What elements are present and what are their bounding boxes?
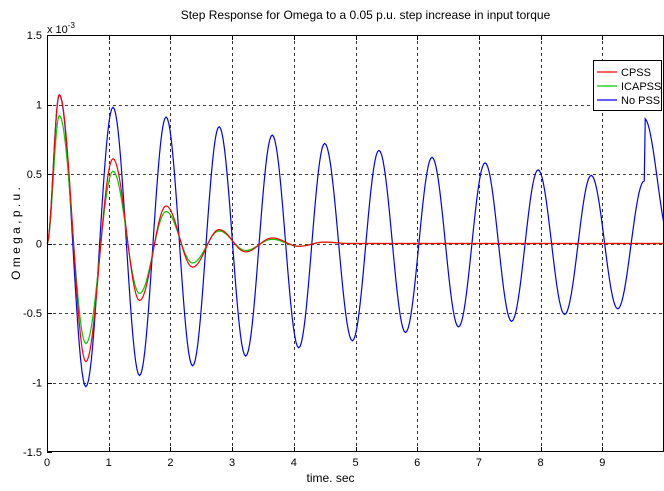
x-tick-label: 2 (167, 457, 173, 469)
y-tick-label: 1 (36, 100, 42, 112)
x-tick-label: 5 (352, 457, 358, 469)
x-tick-label: 8 (538, 457, 544, 469)
x-tick-label: 3 (229, 457, 235, 469)
x-tick-label: 6 (414, 457, 420, 469)
y-exponent-base: x 10 (47, 24, 68, 36)
legend: CPSS ICAPSS No PSS (594, 61, 662, 111)
y-exponent-power: -3 (68, 21, 76, 30)
chart-title: Step Response for Omega to a 0.05 p.u. s… (181, 8, 551, 22)
legend-label: ICAPSS (621, 81, 661, 93)
x-tick-label: 9 (599, 457, 605, 469)
x-tick-label: 4 (291, 457, 297, 469)
legend-label: CPSS (621, 67, 651, 79)
y-tick-label: 1.5 (27, 30, 42, 42)
x-tick-label: 7 (476, 457, 482, 469)
y-tick-label: -0.5 (23, 308, 42, 320)
y-tick-label: -1 (32, 378, 42, 390)
y-tick-label: -1.5 (23, 447, 42, 459)
legend-label: No PSS (621, 95, 660, 107)
y-axis-label: O m e g a , p . u . (9, 187, 23, 280)
x-tick-label: 1 (106, 457, 112, 469)
x-tick-label: 0 (44, 457, 50, 469)
y-tick-label: 0.5 (27, 169, 42, 181)
x-axis-label: time. sec (306, 471, 354, 485)
y-tick-label: 0 (36, 239, 42, 251)
